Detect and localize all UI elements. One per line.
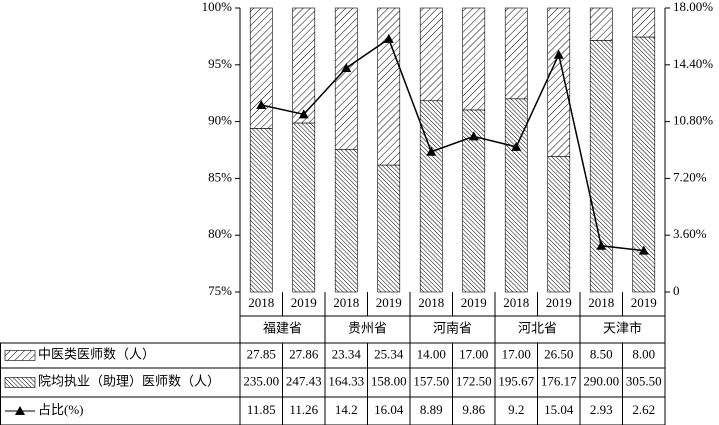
bar-segment (377, 7, 401, 166)
bar-segment (334, 148, 358, 293)
table-value: 2.62 (632, 402, 655, 417)
group-label: 福建省 (263, 320, 302, 335)
table-value: 235.00 (243, 373, 279, 388)
legend-label: 占比(%) (38, 402, 84, 417)
table-value: 247.43 (286, 373, 322, 388)
table-value: 25.34 (374, 346, 404, 361)
table-value: 176.17 (541, 373, 577, 388)
bar-segment (292, 7, 316, 124)
table-value: 14.2 (335, 402, 358, 417)
table-value: 158.00 (371, 373, 407, 388)
table-value: 23.34 (332, 346, 362, 361)
table-value: 17.00 (459, 346, 488, 361)
table-value: 11.26 (289, 402, 318, 417)
table-value: 27.86 (289, 346, 319, 361)
line-marker (341, 62, 352, 72)
legend-key (4, 377, 36, 388)
x-tick-label: 2018 (588, 295, 614, 310)
y-tick-label: 90% (208, 113, 232, 128)
legend-label: 中医类医师数（人） (38, 346, 155, 361)
table-value: 11.85 (247, 402, 276, 417)
bar-segment (589, 7, 613, 41)
y2-tick-label: 10.80% (673, 113, 713, 128)
line-marker (638, 245, 649, 255)
table-value: 8.00 (632, 346, 655, 361)
group-label: 河北省 (518, 320, 557, 335)
table-value: 14.00 (417, 346, 446, 361)
table-value: 195.67 (498, 373, 534, 388)
table-value: 9.86 (462, 402, 485, 417)
bar-segment (504, 98, 528, 293)
y2-tick-label: 3.60% (673, 226, 707, 241)
bar-segment (632, 7, 656, 38)
y-tick-label: 85% (208, 169, 232, 184)
table-value: 305.50 (626, 373, 662, 388)
table-value: 164.33 (328, 373, 364, 388)
y-tick-label: 75% (208, 283, 232, 298)
table-value: 157.50 (413, 373, 449, 388)
table-value: 8.50 (590, 346, 613, 361)
x-tick-label: 2018 (418, 295, 444, 310)
table-value: 9.2 (508, 402, 524, 417)
bar-segment (504, 7, 528, 100)
x-tick-label: 2019 (376, 295, 402, 310)
y2-tick-label: 14.40% (673, 56, 713, 71)
table-value: 26.50 (544, 346, 573, 361)
group-label: 天津市 (603, 320, 642, 335)
line-marker (426, 146, 437, 156)
y2-tick-label: 7.20% (673, 169, 707, 184)
legend-label: 院均执业（助理）医师数（人） (38, 373, 220, 388)
bar-segment (547, 7, 571, 157)
line-marker (511, 141, 522, 151)
y-tick-label: 95% (208, 56, 232, 71)
table-value: 15.04 (544, 402, 574, 417)
line (261, 37, 644, 252)
bar-segment (249, 7, 273, 129)
x-tick-label: 2018 (333, 295, 359, 310)
x-tick-label: 2018 (248, 295, 274, 310)
group-label: 贵州省 (348, 320, 387, 335)
x-tick-label: 2019 (291, 295, 317, 310)
bar-segment (462, 7, 486, 111)
table-value: 17.00 (502, 346, 531, 361)
line-marker (256, 100, 267, 110)
table-value: 290.00 (583, 373, 619, 388)
line-marker (468, 131, 479, 141)
y-tick-label: 100% (202, 0, 233, 14)
bar-segment (377, 164, 401, 293)
line-marker (298, 109, 309, 119)
bar-segment (334, 7, 358, 150)
bar-segment (589, 40, 613, 293)
x-tick-label: 2019 (461, 295, 487, 310)
line-marker (596, 240, 607, 250)
group-label: 河南省 (433, 320, 472, 335)
line-marker (383, 33, 394, 43)
bar-segment (292, 122, 316, 293)
y-tick-label: 80% (208, 226, 232, 241)
legend-key (15, 406, 25, 415)
table-value: 2.93 (590, 402, 613, 417)
table-value: 8.89 (420, 402, 443, 417)
bar-segment (547, 156, 571, 293)
bar-segment (249, 128, 273, 293)
table-value: 172.50 (456, 373, 492, 388)
table-value: 27.85 (247, 346, 276, 361)
bar-segment (419, 7, 443, 102)
x-tick-label: 2019 (546, 295, 572, 310)
y2-tick-label: 0 (673, 283, 680, 298)
legend-key (4, 350, 36, 361)
line-marker (553, 49, 564, 59)
x-tick-label: 2018 (503, 295, 529, 310)
x-tick-label: 2019 (631, 295, 657, 310)
y2-tick-label: 18.00% (673, 0, 713, 14)
table-value: 16.04 (374, 402, 404, 417)
